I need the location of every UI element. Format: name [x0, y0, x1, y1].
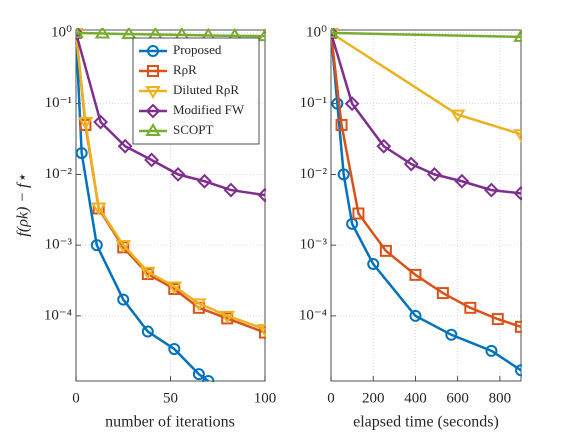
- marker: [202, 375, 215, 382]
- marker: [259, 326, 266, 339]
- y-tick-label: 10⁻¹: [300, 95, 327, 111]
- marker: [352, 207, 365, 220]
- marker: [445, 328, 458, 341]
- marker: [484, 182, 499, 198]
- marker: [513, 185, 522, 201]
- y-tick-label: 10⁻²: [45, 166, 73, 182]
- marker: [337, 168, 350, 181]
- marker: [515, 364, 522, 377]
- legend-marker: [145, 103, 161, 119]
- legend-label: Modified FW: [173, 102, 245, 117]
- marker: [257, 187, 266, 203]
- marker: [93, 114, 108, 130]
- marker: [376, 138, 392, 154]
- marker: [76, 147, 88, 160]
- marker: [90, 202, 107, 216]
- marker: [344, 96, 360, 112]
- marker: [144, 152, 160, 168]
- series-line: [331, 32, 522, 195]
- marker: [140, 266, 156, 280]
- series-line: [331, 32, 522, 329]
- marker: [141, 325, 154, 338]
- marker: [219, 310, 235, 324]
- x-tick-label: 0: [327, 390, 335, 406]
- plot-area: [76, 28, 266, 382]
- x-tick-label: 100: [254, 390, 277, 406]
- axes-box: [330, 29, 522, 382]
- y-axis-label: f(ρk) − f⋆: [15, 173, 32, 236]
- marker: [331, 28, 339, 38]
- marker: [409, 309, 422, 322]
- marker: [121, 28, 137, 40]
- marker: [76, 28, 84, 38]
- marker: [170, 166, 186, 182]
- marker: [197, 173, 212, 189]
- y-tick-label: 10⁰: [306, 24, 327, 40]
- series-line: [331, 31, 522, 136]
- series-line: [331, 32, 522, 372]
- x-tick-label: 800: [489, 390, 512, 406]
- y-tick-label: 10⁻³: [300, 237, 328, 253]
- x-tick-label: 0: [72, 390, 80, 406]
- legend-marker: [145, 86, 161, 99]
- marker: [436, 287, 449, 300]
- marker: [427, 166, 442, 182]
- marker: [403, 156, 419, 172]
- plot-area: [331, 28, 522, 377]
- marker: [115, 240, 132, 254]
- y-tick-label: 10⁰: [51, 24, 72, 40]
- y-tick-label: 10⁻²: [300, 166, 328, 182]
- marker: [117, 293, 130, 306]
- marker: [77, 117, 94, 130]
- legend-label: Diluted RρR: [173, 82, 239, 97]
- legend-label: SCOPT: [173, 122, 214, 137]
- marker: [379, 244, 392, 257]
- marker: [513, 129, 522, 143]
- marker: [485, 344, 498, 357]
- y-tick-label: 10⁻⁴: [44, 307, 72, 323]
- marker: [76, 28, 84, 41]
- marker: [94, 28, 111, 39]
- marker: [192, 368, 205, 381]
- x-tick-label: 50: [163, 390, 178, 406]
- marker: [117, 138, 133, 154]
- marker: [257, 324, 266, 338]
- marker: [513, 28, 522, 42]
- marker: [331, 28, 339, 41]
- marker: [166, 281, 183, 295]
- series-line: [76, 32, 266, 331]
- y-tick-label: 10⁻¹: [45, 95, 72, 111]
- legend-label: RρR: [173, 62, 197, 77]
- marker: [449, 109, 466, 123]
- x-axis-label: elapsed time (seconds): [353, 414, 499, 431]
- y-tick-label: 10⁻⁴: [299, 307, 327, 323]
- marker: [335, 118, 348, 131]
- marker: [346, 217, 359, 230]
- marker: [367, 258, 380, 271]
- marker: [191, 298, 207, 312]
- x-tick-label: 400: [404, 390, 427, 406]
- marker: [409, 268, 422, 281]
- marker: [464, 301, 477, 314]
- series-line: [331, 31, 522, 39]
- legend-marker: [147, 65, 159, 77]
- x-tick-label: 600: [446, 390, 469, 406]
- marker: [90, 239, 103, 252]
- marker: [168, 343, 181, 356]
- x-axis-label: number of iterations: [105, 414, 235, 431]
- x-tick-label: 200: [362, 390, 385, 406]
- marker: [515, 320, 522, 333]
- y-tick-label: 10⁻³: [45, 237, 73, 253]
- marker: [454, 173, 470, 189]
- marker: [491, 313, 504, 326]
- marker: [257, 28, 266, 42]
- axes-box: [75, 29, 266, 382]
- legend-marker: [145, 123, 161, 136]
- legend-label: Proposed: [173, 42, 222, 57]
- marker: [223, 182, 239, 198]
- legend-marker: [147, 45, 159, 57]
